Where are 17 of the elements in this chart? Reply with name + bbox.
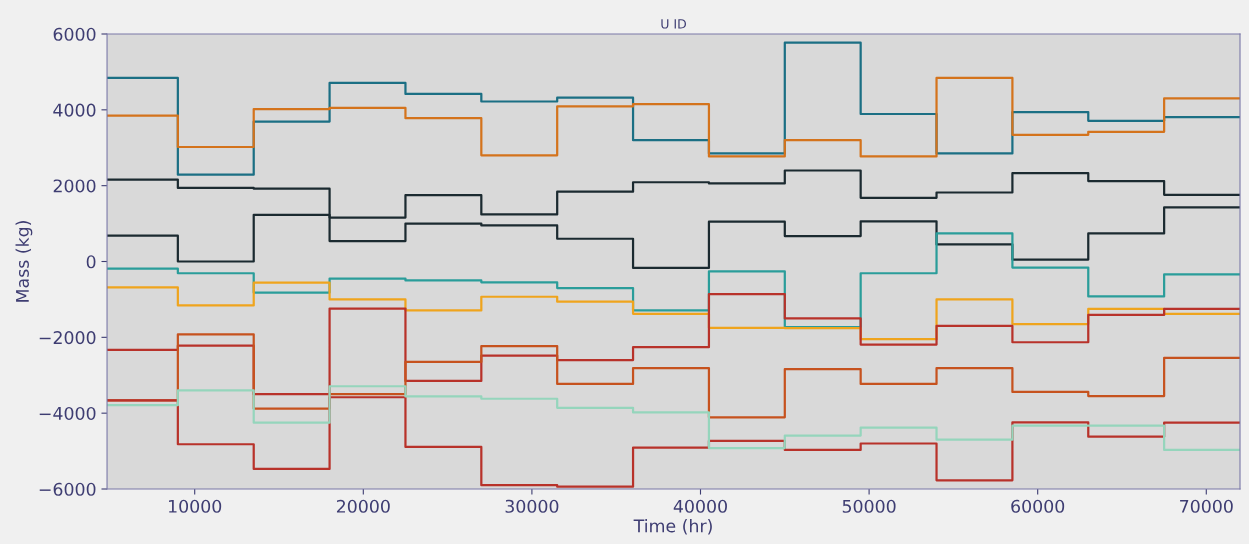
x-tick-label: 10000	[169, 499, 222, 513]
x-tick-label: 70000	[1180, 499, 1233, 513]
y-tick-label: −4000	[39, 406, 96, 421]
y-tick-label: 6000	[53, 27, 96, 41]
y-tick-label: −2000	[39, 331, 96, 345]
x-axis-title: Time (hr)	[633, 519, 712, 535]
x-tick-label: 50000	[842, 499, 896, 513]
x-tick-label: 20000	[336, 499, 390, 513]
y-tick-label: 4000	[53, 103, 96, 117]
y-tick-label: 0	[86, 255, 96, 269]
chart-title: U ID	[661, 19, 686, 29]
x-tick-label: 30000	[505, 499, 559, 513]
y-axis-title: Mass (kg)	[15, 221, 33, 302]
x-tick-label: 60000	[1011, 499, 1065, 513]
y-tick-label: −6000	[39, 482, 96, 496]
y-tick-label: 2000	[53, 179, 96, 193]
x-tick-label: 40000	[673, 499, 727, 513]
